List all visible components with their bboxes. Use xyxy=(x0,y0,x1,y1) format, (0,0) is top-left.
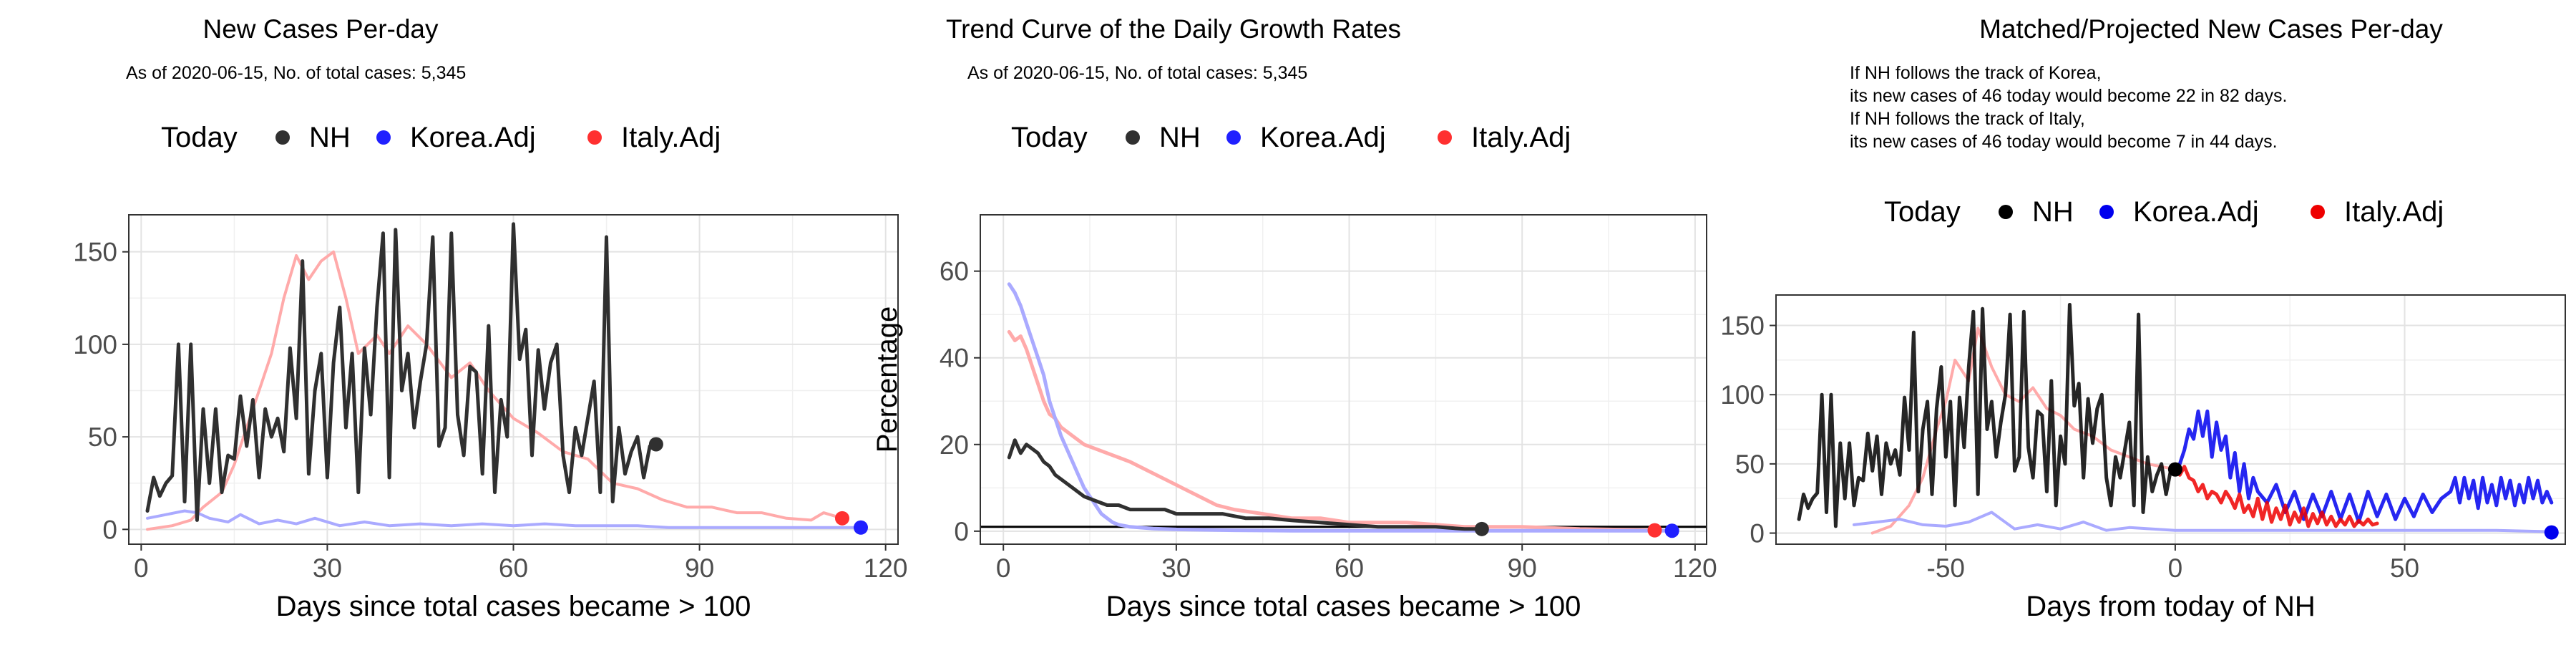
legend-marker xyxy=(2311,205,2325,219)
x-tick-label: 120 xyxy=(1673,553,1717,583)
chart-subtitle: As of 2020-06-15, No. of total cases: 5,… xyxy=(967,63,1307,83)
x-axis-label: Days from today of NH xyxy=(2026,591,2316,622)
series-line-3 xyxy=(145,222,658,522)
legend-marker xyxy=(1438,130,1452,145)
chart-legend: Today NH Korea.Adj Italy.Adj xyxy=(1011,122,1571,153)
x-axis-label: Days since total cases became > 100 xyxy=(1106,591,1581,622)
chart-subtitle: As of 2020-06-15, No. of total cases: 5,… xyxy=(126,63,466,83)
x-tick-label: 0 xyxy=(134,553,149,583)
x-tick-label: 60 xyxy=(499,553,528,583)
y-tick-label: 150 xyxy=(1720,311,1765,341)
series-line-3 xyxy=(1797,303,2177,528)
today-point-korea-adj xyxy=(853,520,868,535)
legend-label: Korea.Adj xyxy=(1260,122,1386,153)
legend-label: Italy.Adj xyxy=(1471,122,1571,153)
y-tick-label: 60 xyxy=(940,257,969,286)
series-line-3 xyxy=(1007,438,1484,531)
y-tick-label: 50 xyxy=(1735,450,1765,479)
y-tick-label: 20 xyxy=(940,430,969,460)
x-axis-label: Days since total cases became > 100 xyxy=(276,591,751,622)
chart-title: Matched/Projected New Cases Per-day xyxy=(1979,14,2443,44)
legend-marker xyxy=(2099,205,2114,219)
chart-subtitle-line: If NH follows the track of Korea, xyxy=(1850,63,2102,83)
legend-title: Today xyxy=(161,122,238,153)
series-line-4 xyxy=(2173,409,2554,524)
series-line-2 xyxy=(1007,282,1674,533)
plot-border xyxy=(128,214,899,545)
legend-label: Italy.Adj xyxy=(621,122,721,153)
series-line-2 xyxy=(1853,511,2553,533)
today-point-nh xyxy=(1474,521,1489,536)
y-tick-label: 150 xyxy=(73,238,117,267)
today-point-korea-adj xyxy=(1664,523,1679,538)
legend-marker xyxy=(376,130,391,145)
x-tick-label: -50 xyxy=(1927,553,1965,583)
y-tick-label: 100 xyxy=(73,330,117,359)
chart-legend: Today NH Korea.Adj Italy.Adj xyxy=(161,122,721,153)
y-tick-label: 0 xyxy=(102,515,117,544)
legend-label: NH xyxy=(2032,196,2074,228)
y-tick-label: 50 xyxy=(88,422,117,452)
legend-label: NH xyxy=(309,122,351,153)
today-point-korea-adj xyxy=(2544,525,2559,540)
legend-marker xyxy=(1999,205,2013,219)
series-line-2 xyxy=(146,509,862,529)
chart-title: Trend Curve of the Daily Growth Rates xyxy=(946,14,1401,44)
legend-title: Today xyxy=(1011,122,1088,153)
legend-marker xyxy=(587,130,602,145)
plot-border xyxy=(1775,294,2566,545)
series-group xyxy=(145,222,862,531)
plot-background xyxy=(1776,295,2565,544)
y-tick-label: 0 xyxy=(954,517,969,546)
y-tick-label: 100 xyxy=(1720,380,1765,410)
x-tick-label: 90 xyxy=(1508,553,1537,583)
x-tick-label: 90 xyxy=(685,553,714,583)
legend-label: NH xyxy=(1159,122,1201,153)
chart-legend: Today NH Korea.Adj Italy.Adj xyxy=(1884,196,2444,228)
y-tick-label: 0 xyxy=(1750,519,1765,548)
series-group xyxy=(1007,282,1674,533)
legend-marker xyxy=(1226,130,1241,145)
chart-panel-1: New Cases Per-day As of 2020-06-15, No. o… xyxy=(73,14,907,622)
today-point-italy-adj xyxy=(834,511,849,526)
chart-title: New Cases Per-day xyxy=(203,14,439,44)
grid xyxy=(980,215,1707,544)
legend-label: Korea.Adj xyxy=(2133,196,2259,228)
today-point-italy-adj xyxy=(1647,523,1662,538)
x-tick-label: 60 xyxy=(1335,553,1364,583)
x-tick-label: 50 xyxy=(2390,553,2419,583)
legend-marker xyxy=(1126,130,1140,145)
legend-label: Korea.Adj xyxy=(410,122,536,153)
series-group xyxy=(1797,303,2554,535)
legend-title: Today xyxy=(1884,196,1961,228)
chart-panel-2: Trend Curve of the Daily Growth Rates As … xyxy=(872,14,1717,622)
series-line-5 xyxy=(2173,465,2379,528)
series-line-1 xyxy=(1007,329,1657,533)
x-tick-label: 0 xyxy=(996,553,1011,583)
chart-subtitle-line: its new cases of 46 today would become 7… xyxy=(1850,132,2278,152)
legend-label: Italy.Adj xyxy=(2344,196,2444,228)
chart-subtitle-line: its new cases of 46 today would become 2… xyxy=(1850,86,2287,106)
y-axis-label: Percentage xyxy=(872,306,903,453)
plot-background xyxy=(980,215,1707,544)
chart-subtitle-line: If NH follows the track of Italy, xyxy=(1850,109,2085,129)
today-point-nh xyxy=(2167,462,2182,477)
x-tick-label: 0 xyxy=(2168,553,2183,583)
y-tick-label: 40 xyxy=(940,344,969,373)
plot-border xyxy=(980,214,1707,545)
legend-marker xyxy=(275,130,290,145)
x-tick-label: 30 xyxy=(1161,553,1191,583)
today-point-nh xyxy=(648,437,663,452)
x-tick-label: 120 xyxy=(864,553,908,583)
x-tick-label: 30 xyxy=(313,553,342,583)
chart-panel-3: Matched/Projected New Cases Per-day If NH… xyxy=(1720,14,2566,622)
